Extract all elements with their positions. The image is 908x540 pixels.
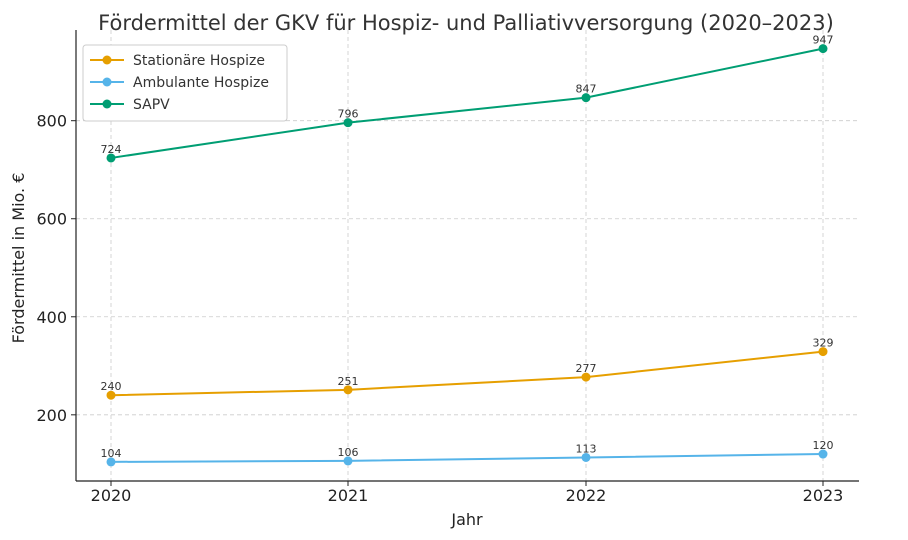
x-tick-label: 2023 [803, 486, 844, 505]
data-label: 277 [576, 362, 597, 375]
data-point [581, 93, 591, 103]
series-line [110, 350, 824, 397]
legend-entry: SAPV [133, 97, 170, 113]
data-label: 113 [576, 442, 597, 455]
tick-labels: 200 400 600 800 2020 2021 2022 2023 [36, 112, 843, 505]
legend-marker [102, 99, 112, 109]
y-tick-label: 200 [36, 406, 67, 425]
data-label: 724 [101, 143, 122, 156]
data-label: 251 [338, 375, 359, 388]
x-axis-label: Jahr [450, 510, 483, 529]
data-point [106, 457, 116, 467]
y-tick-label: 800 [36, 112, 67, 131]
x-tick-label: 2020 [91, 486, 132, 505]
series-line [110, 453, 824, 463]
chart-title: Fördermittel der GKV für Hospiz- und Pal… [98, 11, 834, 35]
legend-marker [102, 77, 112, 87]
x-tick-label: 2022 [566, 486, 607, 505]
legend-marker [102, 55, 112, 65]
data-label: 120 [813, 439, 834, 452]
data-label: 240 [101, 380, 122, 393]
series-line [110, 47, 824, 159]
legend-entry: Stationäre Hospize [133, 53, 265, 69]
axes [75, 30, 859, 482]
data-point [343, 385, 353, 395]
data-label: 329 [813, 337, 834, 350]
y-tick-label: 400 [36, 308, 67, 327]
data-point [343, 456, 353, 466]
data-point [106, 390, 116, 400]
data-label: 104 [101, 447, 122, 460]
data-point [106, 153, 116, 163]
data-label: 796 [338, 108, 359, 121]
data-point [343, 118, 353, 128]
data-point [581, 372, 591, 382]
legend: Stationäre Hospize Ambulante Hospize SAPV [82, 44, 288, 122]
grid [76, 30, 859, 481]
y-tick-label: 600 [36, 210, 67, 229]
legend-box [82, 44, 288, 122]
data-point [818, 347, 828, 357]
data-point [818, 44, 828, 54]
data-label: 947 [813, 34, 834, 47]
x-tick-label: 2021 [328, 486, 369, 505]
data-labels: 240 251 277 329 104 106 113 120 724 796 847 947 [101, 34, 834, 460]
y-axis-label: Fördermittel in Mio. € [9, 173, 28, 344]
data-label: 847 [576, 83, 597, 96]
data-point [818, 449, 828, 459]
data-point [581, 452, 591, 462]
data-label: 106 [338, 446, 359, 459]
series [106, 44, 828, 467]
legend-entry: Ambulante Hospize [133, 75, 269, 91]
